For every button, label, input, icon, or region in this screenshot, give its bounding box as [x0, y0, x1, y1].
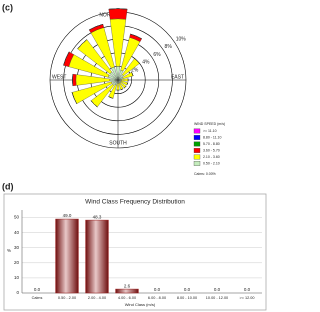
value-label: 0.0	[244, 287, 251, 292]
rose-segment	[71, 92, 77, 104]
y-tick-label: 40	[14, 230, 20, 235]
rose-segment	[89, 24, 104, 31]
ring-label: 6%	[153, 52, 161, 58]
value-label: 0.0	[154, 287, 161, 292]
compass-label: WEST	[52, 74, 66, 80]
legend-swatch	[193, 128, 201, 134]
compass-label: EAST	[171, 74, 184, 80]
bar	[55, 218, 79, 294]
legend-label: 2.10 - 3.60	[203, 155, 220, 159]
ring-label: 2%	[131, 68, 139, 74]
rose-segment	[108, 8, 128, 20]
y-tick-label: 0	[16, 290, 19, 295]
legend-swatch	[193, 148, 201, 153]
rose-segment	[121, 78, 129, 82]
y-tick-label: 20	[14, 260, 20, 265]
ring-label: 8%	[165, 44, 173, 50]
rose-segment	[134, 58, 140, 64]
x-axis-label: Wind Class (m/s)	[125, 302, 156, 307]
y-axis-label: %	[7, 248, 11, 253]
figure: (c) (d) Wind Class Frequency Distributio…	[2, 2, 267, 311]
rose-segment	[124, 86, 127, 89]
panel-label: (d)	[2, 181, 14, 191]
rose-segment	[126, 82, 128, 86]
rose-segment	[63, 51, 70, 66]
x-tick-label: 4.00 - 6.00	[118, 296, 136, 300]
value-label: 2.6	[124, 283, 131, 288]
rose-segment	[77, 39, 87, 49]
legend-label: >= 11.10	[203, 129, 217, 133]
value-label: 49.0	[63, 213, 72, 218]
value-label: 0.0	[214, 287, 221, 292]
x-tick-label: 10.00 - 12.00	[206, 296, 228, 300]
rose-segment	[116, 83, 120, 91]
chart-title: Wind Class Frequency Distribution	[85, 199, 185, 206]
panel-label: (c)	[2, 2, 13, 12]
calms-note: Calms: 0.00%	[194, 172, 216, 176]
y-tick-label: 50	[14, 215, 20, 220]
legend-title: WIND SPEED (m/s)	[194, 122, 225, 126]
value-label: 0.0	[34, 287, 41, 292]
legend-label: 3.60 - 5.70	[203, 148, 220, 152]
legend-label: 5.70 - 8.80	[203, 142, 220, 146]
x-tick-label: 8.00 - 10.00	[177, 296, 197, 300]
x-tick-label: >= 12.00	[240, 296, 255, 300]
x-tick-label: Calms	[32, 296, 43, 300]
bar	[85, 219, 109, 294]
rose-segment	[131, 72, 134, 76]
x-tick-label: 2.00 - 4.00	[88, 296, 106, 300]
legend-swatch	[193, 154, 201, 160]
rose-segment	[108, 8, 128, 10]
rose-segment	[120, 88, 124, 90]
rose-segment	[72, 73, 77, 87]
rose-segment	[90, 100, 98, 108]
compass-label: SOUTH	[109, 140, 127, 146]
rose-segment	[130, 33, 142, 39]
x-tick-label: 0.50 - 2.00	[58, 296, 76, 300]
x-tick-label: 6.00 - 8.00	[148, 296, 166, 300]
legend-swatch	[193, 135, 201, 140]
bar	[115, 288, 139, 294]
legend-swatch	[193, 161, 201, 166]
ring-label: 10%	[176, 36, 187, 42]
rose-segment	[108, 96, 114, 99]
compass-label: NORTH	[99, 12, 117, 18]
value-label: 0.0	[184, 287, 191, 292]
legend-label: 0.50 - 2.10	[203, 161, 220, 165]
ring-label: 4%	[142, 60, 150, 66]
value-label: 48.3	[93, 214, 102, 219]
y-tick-label: 30	[14, 245, 20, 250]
legend-swatch	[193, 141, 201, 147]
y-tick-label: 10	[14, 275, 20, 280]
legend-label: 8.80 - 11.10	[203, 135, 221, 139]
